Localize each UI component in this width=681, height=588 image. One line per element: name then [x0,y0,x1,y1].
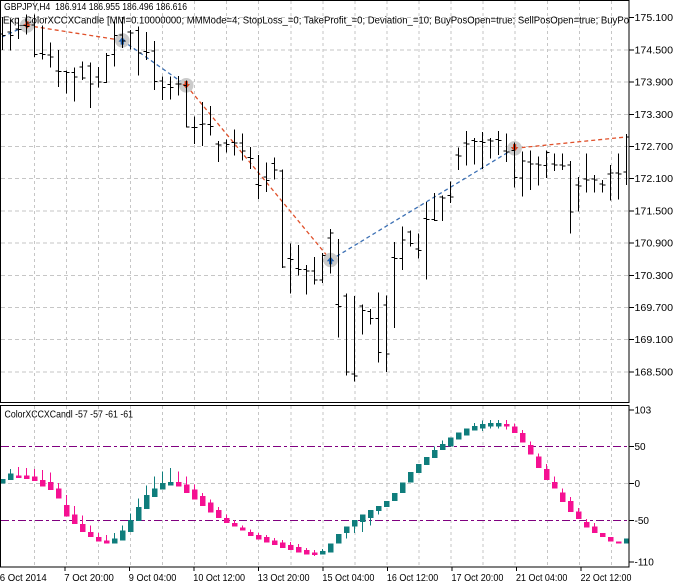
svg-text:Exp_ColorXCCXCandle [MM=0.1000: Exp_ColorXCCXCandle [MM=0.10000000; MMMo… [3,15,629,27]
svg-text:172.100: 172.100 [635,174,674,185]
svg-text:9 Oct 04:00: 9 Oct 04:00 [129,573,177,584]
svg-text:171.500: 171.500 [635,206,674,217]
svg-text:172.700: 172.700 [635,142,674,153]
svg-text:169.100: 169.100 [635,335,674,346]
svg-text:0: 0 [635,479,641,490]
svg-text:170.300: 170.300 [635,271,674,282]
svg-text:6 Oct 2014: 6 Oct 2014 [0,573,47,584]
svg-text:ColorXCCXCandl -57 -57 -61 -61: ColorXCCXCandl -57 -57 -61 -61 [5,409,134,421]
svg-text:GBPJPY,H4 186.914 186.955 186: GBPJPY,H4 186.914 186.955 186.496 186.61… [4,1,187,13]
svg-text:7 Oct 20:00: 7 Oct 20:00 [64,573,114,584]
svg-text:168.500: 168.500 [635,367,674,378]
svg-text:174.500: 174.500 [635,45,674,56]
svg-text:10 Oct 12:00: 10 Oct 12:00 [193,573,245,584]
svg-text:170.900: 170.900 [635,239,674,250]
svg-text:175.100: 175.100 [635,13,674,24]
svg-text:21 Oct 04:00: 21 Oct 04:00 [516,573,568,584]
svg-text:22 Oct 12:00: 22 Oct 12:00 [581,573,632,584]
svg-text:173.300: 173.300 [635,110,674,121]
svg-text:-50: -50 [635,516,650,527]
svg-text:16 Oct 12:00: 16 Oct 12:00 [387,573,439,584]
svg-text:15 Oct 04:00: 15 Oct 04:00 [322,573,374,584]
svg-text:173.900: 173.900 [635,78,674,89]
svg-text:-110: -110 [635,557,655,568]
svg-text:169.700: 169.700 [635,303,674,314]
svg-text:13 Oct 20:00: 13 Oct 20:00 [258,573,310,584]
svg-text:50: 50 [635,442,647,453]
svg-text:103: 103 [635,405,652,416]
svg-text:17 Oct 20:00: 17 Oct 20:00 [452,573,504,584]
